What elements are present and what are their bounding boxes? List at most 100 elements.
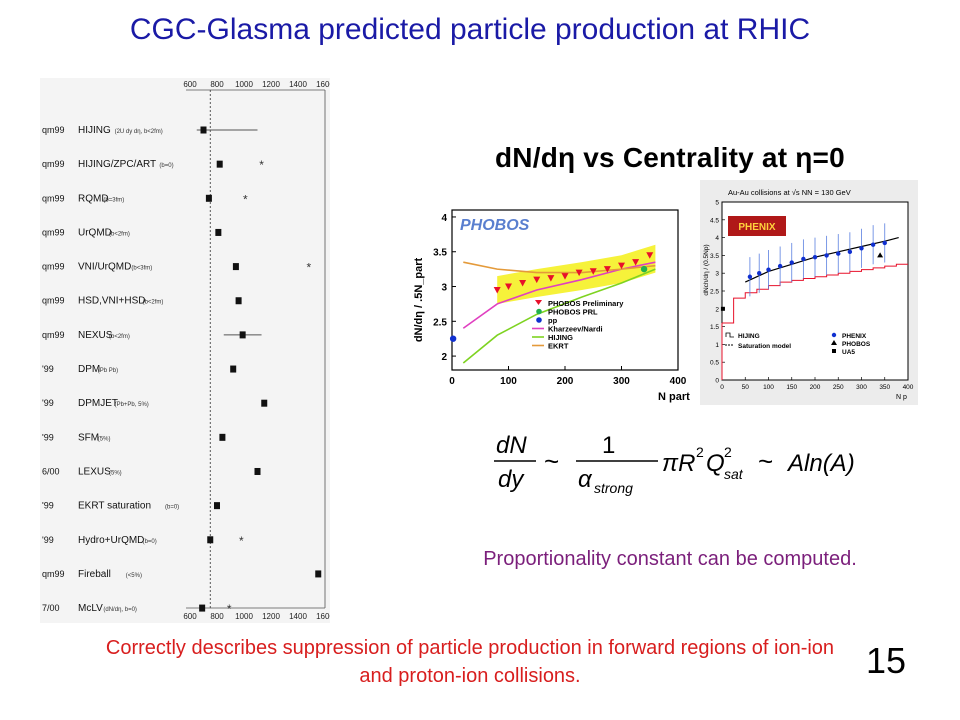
model-note: (b=3fm): [103, 197, 124, 203]
legend-swatch: [831, 340, 837, 345]
formula-alpha: α: [578, 466, 593, 493]
legend-swatch: [725, 332, 734, 338]
star-marker: *: [243, 192, 248, 206]
model-name: Fireball: [78, 569, 111, 580]
data-point: [618, 262, 625, 270]
saturation-formula: dN dy ~ 1 α strong πR 2 Q 2 sat ~ Aln(A): [494, 432, 855, 496]
y-tick-label: 0.5: [710, 360, 719, 367]
model-name: McLV: [78, 603, 103, 614]
legend-swatch: [832, 349, 836, 353]
legend-label: PHOBOS PRL: [548, 308, 598, 317]
prediction-marker: [219, 433, 226, 441]
model-name: VNI/UrQMD: [78, 262, 131, 273]
plot-header: Au-Au collisions at √s NN = 130 GeV: [728, 188, 851, 197]
y-tick-label: 4: [715, 235, 719, 242]
data-point: [720, 306, 725, 311]
model-note: (<5%): [126, 573, 142, 579]
centrality-heading: dN/dη vs Centrality at η=0: [495, 142, 845, 173]
legend-label: HIJING: [738, 333, 760, 340]
row-tag: qm99: [42, 227, 65, 237]
model-note: (b<2fm): [143, 300, 164, 306]
x-axis-label: N p: [896, 394, 907, 401]
x-axis-label: N part: [658, 391, 690, 403]
row-tag: '99: [42, 501, 54, 511]
y-tick-label: 3: [715, 271, 719, 278]
y-tick-label: 1.5: [710, 324, 719, 331]
data-point: [801, 256, 806, 262]
model-name: Hydro+UrQMD: [78, 535, 144, 546]
y-tick-label: 1: [715, 342, 719, 349]
top-tick-label: 1000: [235, 80, 253, 89]
model-name: HIJING/ZPC/ART: [78, 159, 156, 170]
model-note: (dN/dη, b=0): [103, 607, 137, 613]
prediction-marker: [207, 536, 214, 544]
data-point: [575, 269, 583, 277]
slide-title: CGC-Glasma predicted particle production…: [129, 13, 811, 46]
data-point: [640, 265, 648, 273]
data-point: [493, 287, 501, 294]
model-note: (b<3fm): [131, 266, 152, 272]
x-tick-label: 250: [833, 384, 844, 391]
data-point: [789, 260, 794, 265]
top-tick-label: 800: [210, 80, 224, 89]
row-tag: qm99: [42, 262, 65, 272]
row-tag: '99: [42, 432, 54, 442]
x-tick-label: 200: [557, 376, 574, 387]
legend-label: PHOBOS: [842, 341, 871, 348]
star-marker: *: [227, 602, 232, 616]
data-point: [812, 254, 818, 260]
formula-tilde-1: ~: [544, 446, 559, 476]
bottom-tick-label: 1200: [262, 612, 280, 621]
x-tick-label: 0: [449, 376, 455, 387]
forward-suppression-note: Correctly describes suppression of parti…: [105, 637, 835, 687]
x-tick-label: 300: [613, 376, 630, 387]
data-point: [603, 266, 611, 273]
x-tick-label: 200: [810, 384, 821, 391]
x-tick-label: 50: [742, 384, 750, 391]
legend-swatch: [831, 332, 837, 338]
legend-label: PHOBOS Preliminary: [548, 299, 624, 308]
model-note: (b=0): [143, 539, 157, 545]
formula-q: Q: [706, 450, 725, 477]
data-point: [547, 275, 555, 282]
prediction-marker: [216, 160, 223, 168]
model-note: (5%): [98, 436, 111, 442]
y-tick-label: 4.5: [710, 217, 719, 224]
data-point: [449, 335, 457, 342]
slide-number: 15: [866, 640, 907, 681]
formula-pi-r: πR: [662, 450, 695, 477]
chart-background: [40, 78, 330, 623]
data-point: [847, 249, 853, 255]
data-point: [757, 271, 762, 276]
legend-label: pp: [548, 316, 558, 325]
row-tag: 6/00: [42, 466, 60, 476]
series-line: [463, 261, 656, 274]
prediction-marker: [232, 263, 239, 271]
formula-tail: Aln(A): [786, 450, 855, 477]
data-point: [505, 283, 512, 291]
formula-numerator: dN: [496, 432, 527, 459]
model-note: (5%): [109, 470, 122, 476]
model-name: UrQMD: [78, 227, 112, 238]
row-tag: '99: [42, 535, 54, 545]
data-point: [882, 240, 887, 246]
bottom-tick-label: 1000: [235, 612, 253, 621]
model-note: (Pb Pb): [98, 368, 118, 374]
legend-label: UA5: [842, 349, 855, 356]
model-name: DPM: [78, 364, 100, 375]
y-tick-label: 5: [715, 200, 719, 207]
x-tick-label: 300: [856, 384, 867, 391]
model-note: (2U dy dη, b<2fm): [115, 129, 163, 135]
data-point: [766, 267, 771, 272]
model-name: DPMJET: [78, 398, 118, 409]
systematic-band: [497, 244, 656, 304]
prediction-marker: [205, 194, 212, 202]
data-point: [836, 251, 841, 256]
y-tick-label: 2: [715, 306, 719, 313]
y-tick-label: 3.5: [433, 248, 447, 259]
data-point: [561, 273, 569, 280]
data-point: [824, 253, 829, 258]
formula-q-exp: 2: [724, 444, 732, 460]
legend-label: PHENIX: [842, 333, 867, 340]
